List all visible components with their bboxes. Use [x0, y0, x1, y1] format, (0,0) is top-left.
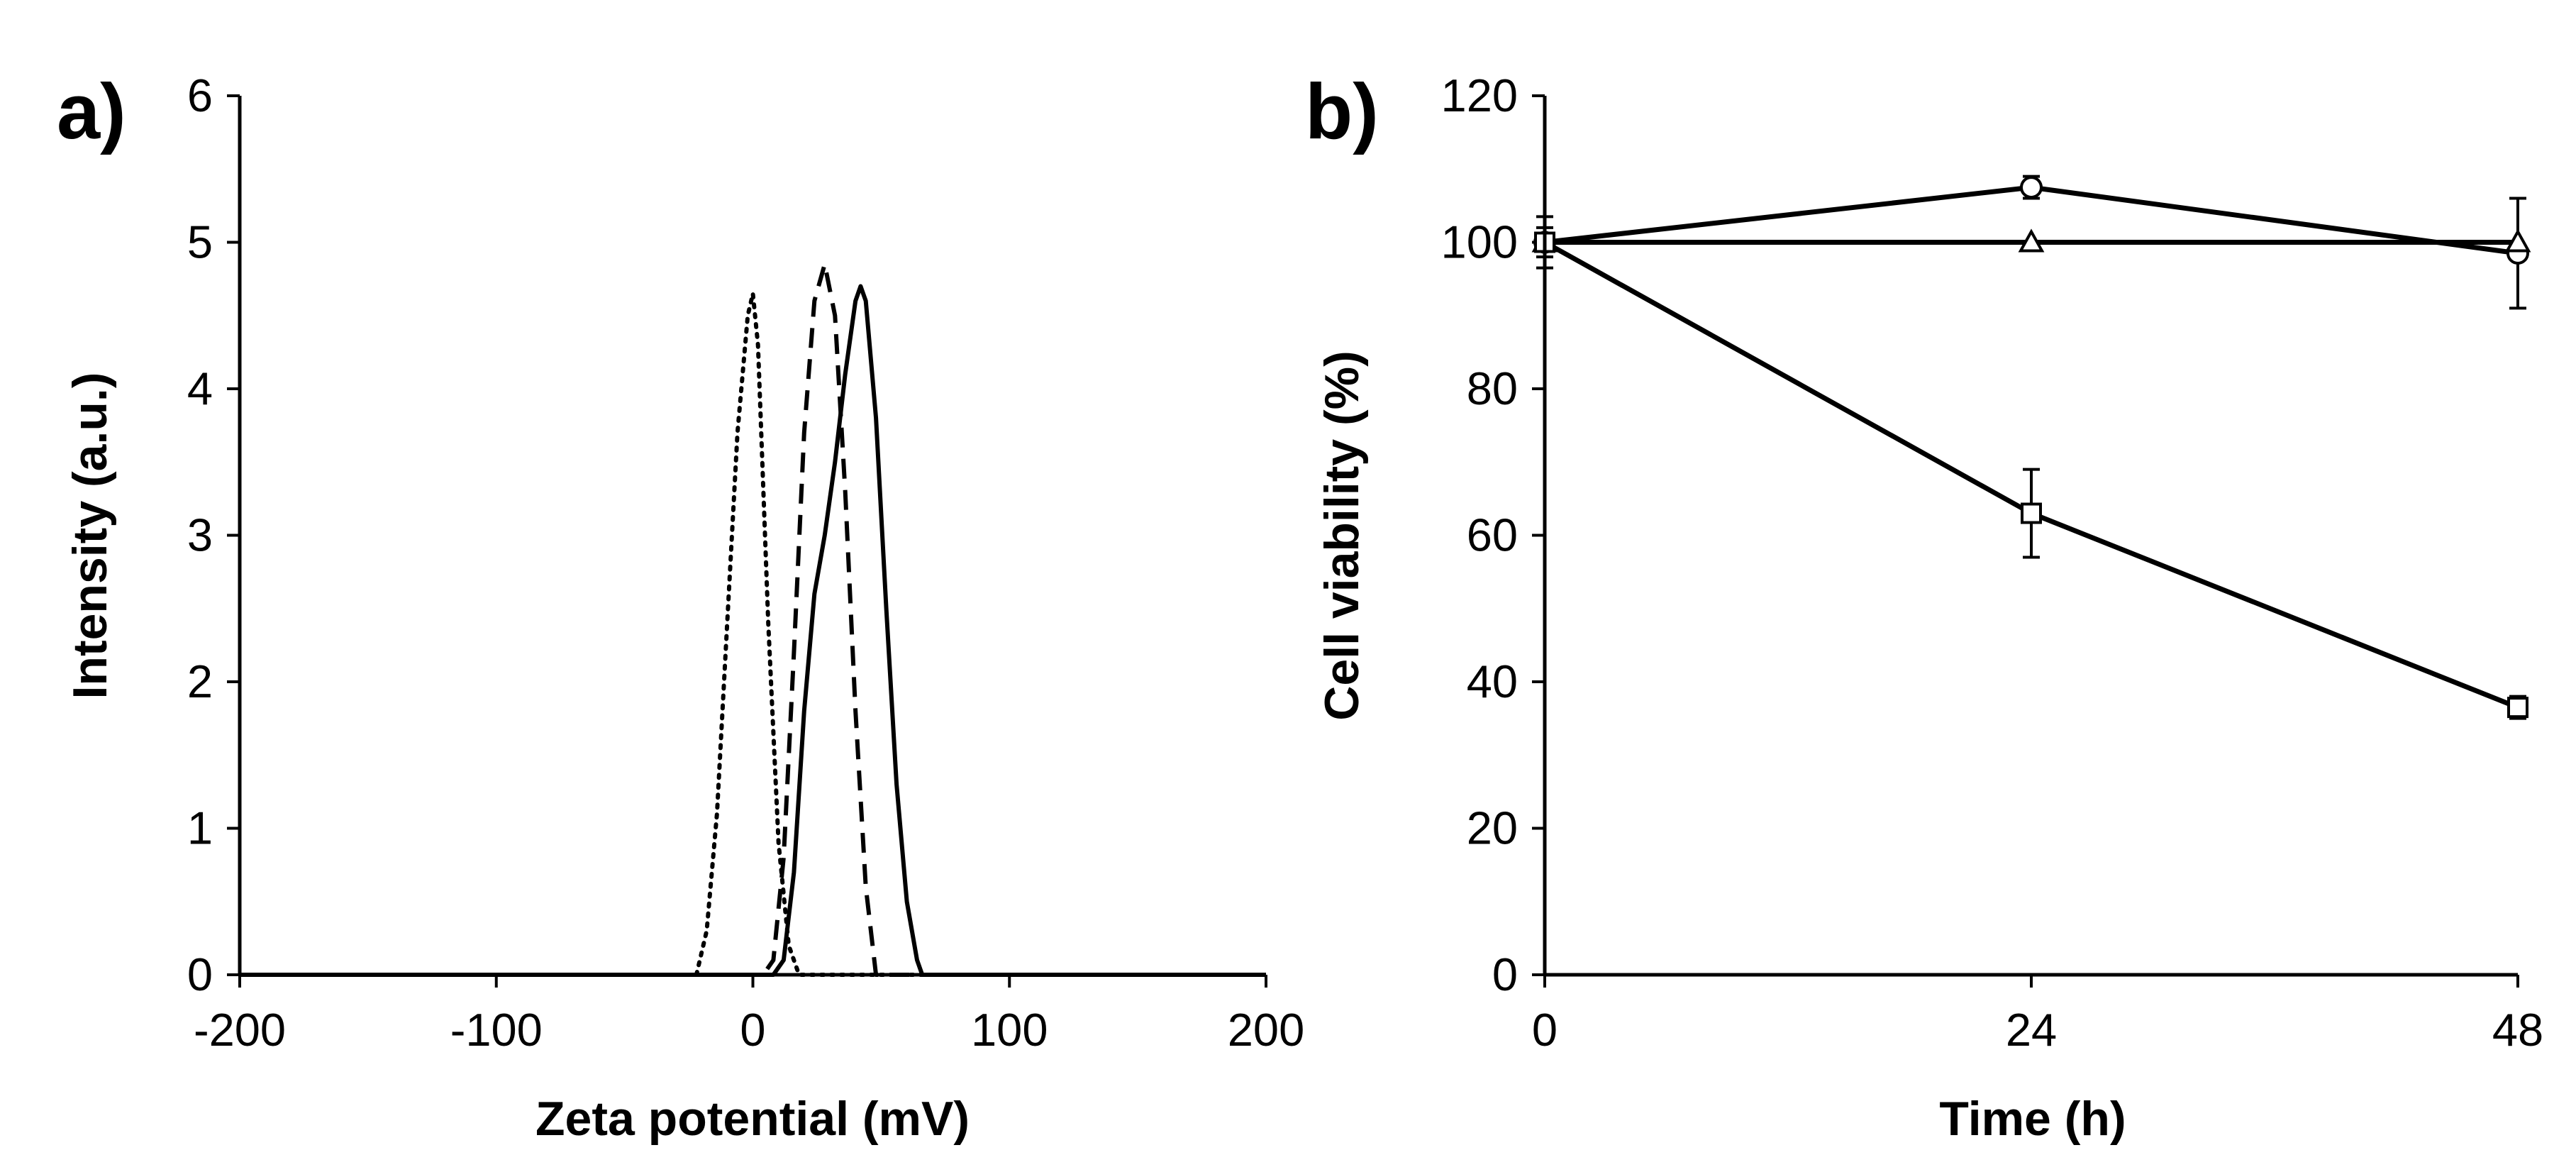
panel-a-series-dashed	[240, 262, 1266, 977]
panel-a-y-tick-label: 0	[187, 949, 213, 1000]
panel-b-cell-viability: b) 0 20 40 60 80 100 120 0 24 48 Time (h) Cell v…	[1305, 68, 2543, 1146]
panel-a-y-tick-label: 1	[187, 802, 213, 854]
panel-b-x-tick-label: 48	[2492, 1004, 2543, 1056]
panel-b-point-square	[2507, 697, 2528, 719]
panel-b-label: b)	[1305, 68, 1379, 155]
panel-b-y-tick-label: 0	[1492, 949, 1518, 1000]
panel-a-zeta-potential: a) 0 1 2 3 4 5 6 -200 -100 0 100 200 Zeta potentia…	[57, 68, 1304, 1146]
panel-b-x-title: Time (h)	[1939, 1092, 2126, 1146]
panel-b-y-tick-label: 40	[1467, 656, 1518, 707]
panel-b-x-tick-label: 24	[2006, 1004, 2057, 1056]
panel-b-point-square	[2021, 502, 2042, 524]
panel-a-x-tick-label: -100	[450, 1004, 543, 1056]
panel-a-x-tick-label: 200	[1228, 1004, 1304, 1056]
panel-b-y-tick-label: 80	[1467, 363, 1518, 414]
panel-a-series-solid	[240, 284, 1266, 977]
panel-a-x-tick-label: 0	[740, 1004, 765, 1056]
panel-b-point-triangle	[2504, 228, 2531, 253]
panel-b-x-tick-label: 0	[1532, 1004, 1558, 1056]
panel-a-x-tick-label: -200	[194, 1004, 286, 1056]
panel-b-y-tick-label: 100	[1441, 216, 1518, 268]
panel-a-series-dotted	[238, 291, 1268, 977]
panel-b-y-tick-label: 120	[1441, 70, 1518, 121]
panel-a-y-tick-label: 5	[187, 216, 213, 268]
panel-a-y-tick-label: 3	[187, 509, 213, 561]
panel-b-y-tick-label: 20	[1467, 802, 1518, 854]
panel-a-y-tick-label: 6	[187, 70, 213, 121]
panel-a-x-tick-label: 100	[971, 1004, 1048, 1056]
panel-b-point-circle	[2020, 176, 2043, 199]
panel-b-y-tick-label: 60	[1467, 509, 1518, 561]
panel-b-point-triangle	[2018, 228, 2045, 253]
panel-a-y-tick-label: 4	[187, 363, 213, 414]
panel-a-y-tick-label: 2	[187, 656, 213, 707]
panel-a-y-title: Intensity (a.u.)	[63, 372, 117, 700]
panel-a-x-title: Zeta potential (mV)	[535, 1092, 970, 1146]
panel-b-y-title: Cell viability (%)	[1315, 350, 1369, 720]
panel-a-label: a)	[57, 68, 126, 155]
